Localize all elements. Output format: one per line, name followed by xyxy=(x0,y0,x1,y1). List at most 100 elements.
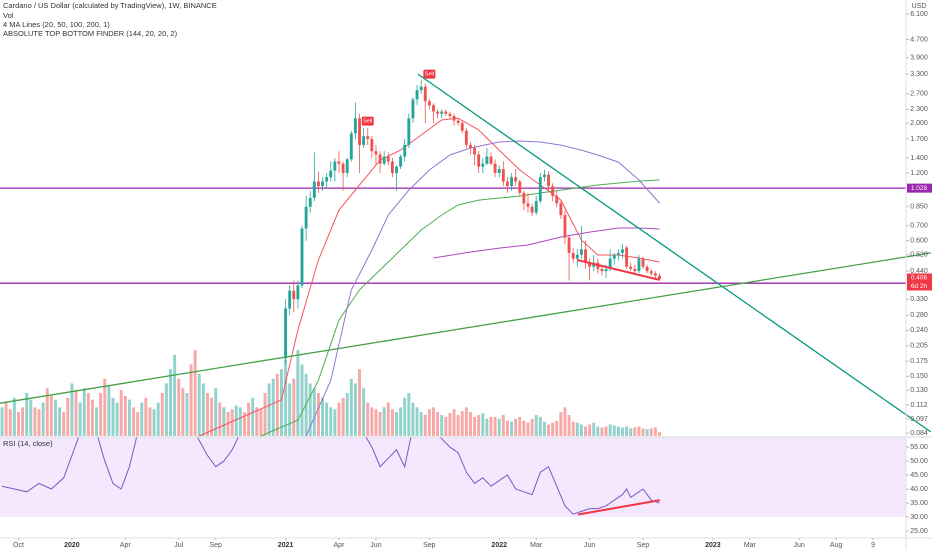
candle-body xyxy=(296,285,300,300)
volume-bar xyxy=(214,388,218,436)
candle-body xyxy=(473,147,477,155)
candle-body xyxy=(653,273,657,276)
volume-bar xyxy=(267,383,271,436)
volume-bar xyxy=(370,407,374,436)
x-tick-label: Jun xyxy=(584,542,595,549)
volume-bar xyxy=(251,397,255,436)
volume-bar xyxy=(230,409,234,436)
candle-body xyxy=(526,203,530,207)
volume-bar xyxy=(588,424,592,436)
y-tick-label: 0.850 xyxy=(910,204,928,211)
candle-body xyxy=(316,181,320,187)
candle-body xyxy=(604,268,608,272)
volume-bar xyxy=(119,390,123,436)
candle-body xyxy=(522,192,526,204)
volume-bar xyxy=(177,378,181,436)
volume-bar xyxy=(107,386,111,436)
x-tick-label: Jun xyxy=(370,542,381,549)
candle-body xyxy=(411,99,415,119)
candle-body xyxy=(321,181,324,187)
volume-bar xyxy=(321,397,325,436)
candle-body xyxy=(555,195,559,204)
rsi-pane xyxy=(0,437,906,518)
candle-body xyxy=(518,181,522,193)
candle-body xyxy=(551,186,555,196)
candle-body xyxy=(386,156,390,162)
volume-bar xyxy=(189,364,193,436)
candle-body xyxy=(510,177,513,187)
y-tick-label: 0.112 xyxy=(911,402,928,409)
volume-bar xyxy=(415,407,419,436)
candle-body xyxy=(567,237,571,253)
candle-body xyxy=(292,290,296,300)
volume-bar xyxy=(518,416,522,436)
y-tick-label: 0.440 xyxy=(910,268,928,275)
volume-bar xyxy=(0,407,4,436)
x-tick-label: Apr xyxy=(334,542,346,549)
volume-bar xyxy=(440,414,444,436)
volume-bar xyxy=(263,393,267,436)
volume-bar xyxy=(399,407,403,436)
y-tick-label: 0.240 xyxy=(910,327,928,334)
volume-bar xyxy=(600,427,604,436)
volume-bar xyxy=(641,428,645,436)
volume-bar xyxy=(325,402,329,436)
volume-bar xyxy=(218,402,222,436)
volume-bar xyxy=(637,426,641,436)
volume-bar xyxy=(551,422,555,436)
signal-box xyxy=(423,69,436,79)
candle-body xyxy=(312,181,316,198)
volume-bar xyxy=(530,418,534,436)
indicator-label: Vol xyxy=(3,11,14,20)
volume-bar xyxy=(575,422,579,436)
volume-bar xyxy=(579,424,583,436)
volume-bar xyxy=(456,414,460,436)
y-tick-label: 0.205 xyxy=(910,343,928,350)
volume-bar xyxy=(49,395,53,436)
volume-bar xyxy=(37,409,41,436)
volume-bar xyxy=(156,402,160,436)
volume-bar xyxy=(25,393,29,436)
volume-bar xyxy=(555,420,559,436)
volume-bar xyxy=(312,388,316,436)
y-tick-label: 0.097 xyxy=(910,416,928,423)
y-tick-label: 3.300 xyxy=(910,71,928,78)
volume-bar xyxy=(284,359,288,436)
candle-body xyxy=(419,86,423,91)
volume-bar xyxy=(4,402,8,436)
volume-bar xyxy=(452,409,456,436)
volume-bar xyxy=(505,420,509,436)
volume-bar xyxy=(66,397,70,436)
volume-bar xyxy=(90,399,94,436)
volume-bar xyxy=(563,407,567,436)
candle-body xyxy=(649,271,653,274)
candle-body xyxy=(370,138,374,152)
candle-body xyxy=(542,174,546,178)
rsi-label: RSI (14, close) xyxy=(3,439,53,448)
candle-body xyxy=(440,111,444,114)
volume-bar xyxy=(657,432,661,436)
candle-body xyxy=(464,130,468,145)
candle-body xyxy=(530,206,534,213)
volume-bar xyxy=(608,424,612,436)
candle-body xyxy=(407,118,411,145)
indicator-label: 4 MA Lines (20, 50, 100, 200, 1) xyxy=(3,20,110,29)
volume-bar xyxy=(522,420,526,436)
volume-bar xyxy=(366,402,370,436)
ma-line xyxy=(305,140,660,437)
candle-body xyxy=(514,177,518,182)
x-tick-label: 2022 xyxy=(491,542,507,549)
volume-bar xyxy=(173,354,177,436)
volume-bar xyxy=(358,369,362,436)
volume-bar xyxy=(534,414,538,436)
volume-bar xyxy=(86,393,90,436)
x-tick-label: Oct xyxy=(13,542,24,549)
volume-bar xyxy=(144,397,148,436)
volume-bar xyxy=(390,409,394,436)
volume-bar xyxy=(29,399,33,436)
volume-bar xyxy=(538,416,542,436)
volume-bar xyxy=(296,350,300,436)
candle-body xyxy=(333,161,337,171)
volume-bar xyxy=(62,412,66,436)
x-tick-label: Aug xyxy=(830,542,843,549)
